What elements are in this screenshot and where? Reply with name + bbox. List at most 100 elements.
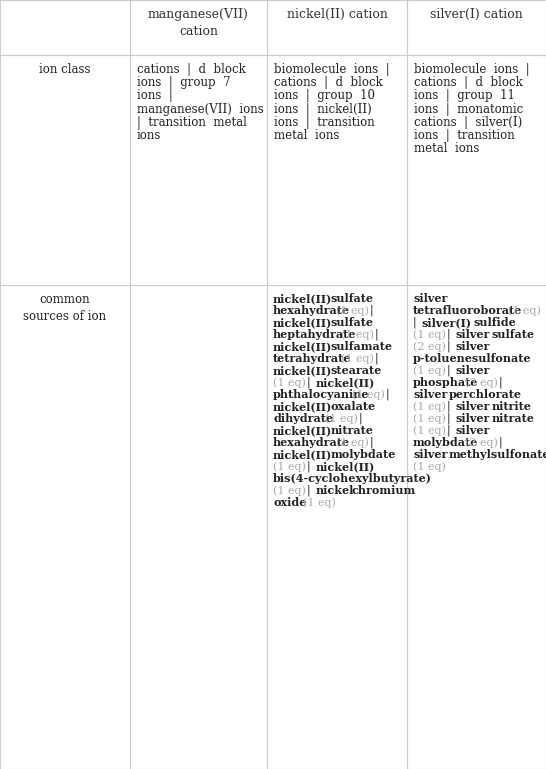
Text: hexahydrate: hexahydrate [273, 305, 350, 316]
Text: nickel(II): nickel(II) [273, 365, 333, 376]
Text: (1 eq): (1 eq) [352, 389, 385, 400]
Text: ions  |  group  10: ions | group 10 [274, 89, 375, 102]
Text: |: | [447, 329, 450, 341]
Text: nitrate: nitrate [491, 413, 534, 424]
Text: ions  |  nickel(II): ions | nickel(II) [274, 102, 372, 115]
Text: ion class: ion class [39, 63, 91, 76]
Text: silver: silver [456, 329, 490, 340]
Text: silver: silver [456, 365, 490, 376]
Text: stearate: stearate [330, 365, 382, 376]
Text: heptahydrate: heptahydrate [273, 329, 357, 340]
Text: tetrahydrate: tetrahydrate [273, 353, 352, 364]
Text: silver: silver [456, 401, 490, 412]
Text: (1 eq): (1 eq) [336, 305, 369, 315]
Text: silver: silver [413, 389, 447, 400]
Text: biomolecule  ions  |: biomolecule ions | [414, 63, 530, 76]
Text: (1 eq): (1 eq) [413, 401, 446, 411]
Text: molybdate: molybdate [330, 449, 395, 460]
Text: methylsulfonate: methylsulfonate [448, 449, 546, 460]
Text: silver: silver [456, 413, 490, 424]
Text: |: | [498, 437, 502, 448]
Text: ions  |  group  7: ions | group 7 [137, 76, 230, 89]
Text: |: | [413, 317, 417, 328]
Bar [130, 0, 267, 55]
Text: bis(4-cyclohexylbutyrate): bis(4-cyclohexylbutyrate) [273, 473, 432, 484]
Text: cations  |  d  block: cations | d block [274, 76, 383, 89]
Text: (2 eq): (2 eq) [465, 437, 497, 448]
Text: metal  ions: metal ions [414, 142, 479, 155]
Text: metal  ions: metal ions [274, 129, 340, 141]
Text: |: | [385, 389, 389, 401]
Text: biomolecule  ions  |: biomolecule ions | [274, 63, 390, 76]
Text: silver: silver [456, 341, 490, 352]
Bar [407, 55, 546, 285]
Text: nickel(II): nickel(II) [316, 377, 375, 388]
Bar [0, 285, 130, 769]
Text: ions  |  group  11: ions | group 11 [414, 89, 515, 102]
Text: |  transition  metal: | transition metal [137, 115, 247, 128]
Text: (1 eq): (1 eq) [325, 413, 358, 424]
Text: tetrafluoroborate: tetrafluoroborate [413, 305, 523, 316]
Text: chromium: chromium [351, 485, 416, 496]
Text: |: | [307, 377, 310, 388]
Text: cations  |  d  block: cations | d block [137, 63, 246, 76]
Text: molybdate: molybdate [413, 437, 478, 448]
Text: common
sources of ion: common sources of ion [23, 293, 106, 323]
Text: manganese(VII)
cation: manganese(VII) cation [148, 8, 249, 38]
Text: sulfamate: sulfamate [330, 341, 392, 352]
Text: ions  |: ions | [137, 89, 173, 102]
Text: (3 eq): (3 eq) [465, 377, 497, 388]
Text: (1 eq): (1 eq) [341, 329, 374, 340]
Bar [407, 285, 546, 769]
Text: nickel(II): nickel(II) [273, 293, 333, 304]
Text: silver(I): silver(I) [422, 317, 472, 328]
Text: sulfate: sulfate [491, 329, 534, 340]
Text: |: | [370, 305, 373, 317]
Text: (1 eq): (1 eq) [413, 365, 446, 375]
Text: |: | [498, 377, 502, 388]
Text: silver: silver [413, 293, 447, 304]
Text: nickel(II): nickel(II) [273, 401, 333, 412]
Text: silver(I) cation: silver(I) cation [430, 8, 523, 21]
Text: (1 eq): (1 eq) [341, 353, 374, 364]
Text: (1 eq): (1 eq) [413, 329, 446, 340]
Bar [407, 0, 546, 55]
Text: sulfate: sulfate [330, 293, 373, 304]
Bar [267, 285, 407, 769]
Text: perchlorate: perchlorate [448, 389, 521, 400]
Text: |: | [447, 341, 450, 352]
Text: nickel(II): nickel(II) [273, 317, 333, 328]
Text: sulfate: sulfate [330, 317, 373, 328]
Text: (1 eq): (1 eq) [508, 305, 541, 315]
Bar [0, 55, 130, 285]
Text: ions  |  transition: ions | transition [274, 115, 375, 128]
Text: cations  |  d  block: cations | d block [414, 76, 523, 89]
Text: nickel(II): nickel(II) [273, 341, 333, 352]
Text: p-toluenesulfonate: p-toluenesulfonate [413, 353, 531, 364]
Text: nickel(II) cation: nickel(II) cation [287, 8, 388, 21]
Text: ions: ions [137, 129, 162, 141]
Text: oxalate: oxalate [330, 401, 375, 412]
Text: ions  |  transition: ions | transition [414, 129, 515, 141]
Bar [130, 285, 267, 769]
Text: (1 eq): (1 eq) [303, 497, 336, 508]
Text: (1 eq): (1 eq) [413, 461, 446, 471]
Text: phosphate: phosphate [413, 377, 478, 388]
Bar [130, 55, 267, 285]
Text: |: | [375, 353, 378, 365]
Text: nickel(II): nickel(II) [316, 461, 375, 472]
Text: |: | [359, 413, 362, 424]
Text: oxide: oxide [273, 497, 306, 508]
Text: sulfide: sulfide [474, 317, 517, 328]
Text: nitrite: nitrite [491, 401, 531, 412]
Text: |: | [307, 461, 310, 472]
Text: (1 eq): (1 eq) [273, 461, 306, 471]
Bar [267, 0, 407, 55]
Text: nickel: nickel [316, 485, 354, 496]
Text: (2 eq): (2 eq) [413, 341, 446, 351]
Text: nickel(II): nickel(II) [273, 425, 333, 436]
Text: (1 eq): (1 eq) [413, 413, 446, 424]
Text: |: | [447, 401, 450, 412]
Text: |: | [307, 485, 310, 497]
Text: (1 eq): (1 eq) [413, 425, 446, 435]
